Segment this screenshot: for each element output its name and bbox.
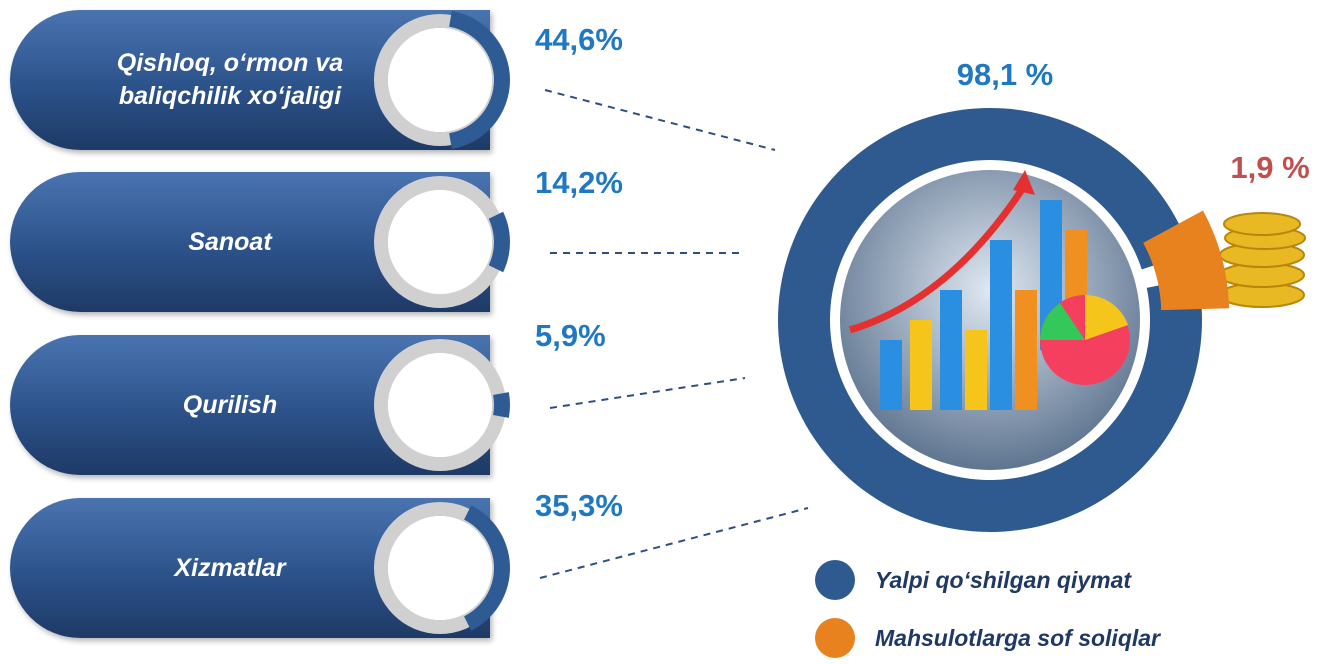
sector-value: 14,2% (535, 165, 623, 200)
legend-label: Mahsulotlarga sof soliqlar (875, 625, 1161, 651)
legend: Yalpi qo‘shilgan qiymat Mahsulotlarga sof… (815, 560, 1161, 658)
share-arc (488, 211, 510, 273)
sector-label: Sanoat (188, 227, 272, 256)
donut-value-label: 98,1 % (957, 57, 1054, 92)
legend-marker (815, 618, 855, 658)
donut-value-label: 1,9 % (1230, 150, 1309, 185)
share-arc (449, 11, 510, 149)
coins-icon (1219, 212, 1306, 308)
sector-value: 44,6% (535, 22, 623, 57)
sector-value: 5,9% (535, 318, 606, 353)
icon-inner (388, 190, 492, 294)
icon-inner (388, 353, 492, 457)
legend-marker (815, 560, 855, 600)
share-arc (464, 505, 510, 631)
share-arc (493, 392, 510, 418)
sector-label: Qishloq, o‘rmon va baliqchilik xo‘jaligi (116, 49, 344, 110)
icon-inner (388, 516, 492, 620)
decor-bars (848, 170, 1130, 410)
sector-label: Xizmatlar (174, 553, 286, 582)
donut-segment (1143, 210, 1230, 311)
sector-label: Qurilish (182, 390, 278, 419)
sector-value: 35,3% (535, 488, 623, 523)
icon-inner (388, 28, 492, 132)
connectors (539, 89, 809, 579)
legend-label: Yalpi qo‘shilgan qiymat (875, 567, 1132, 593)
